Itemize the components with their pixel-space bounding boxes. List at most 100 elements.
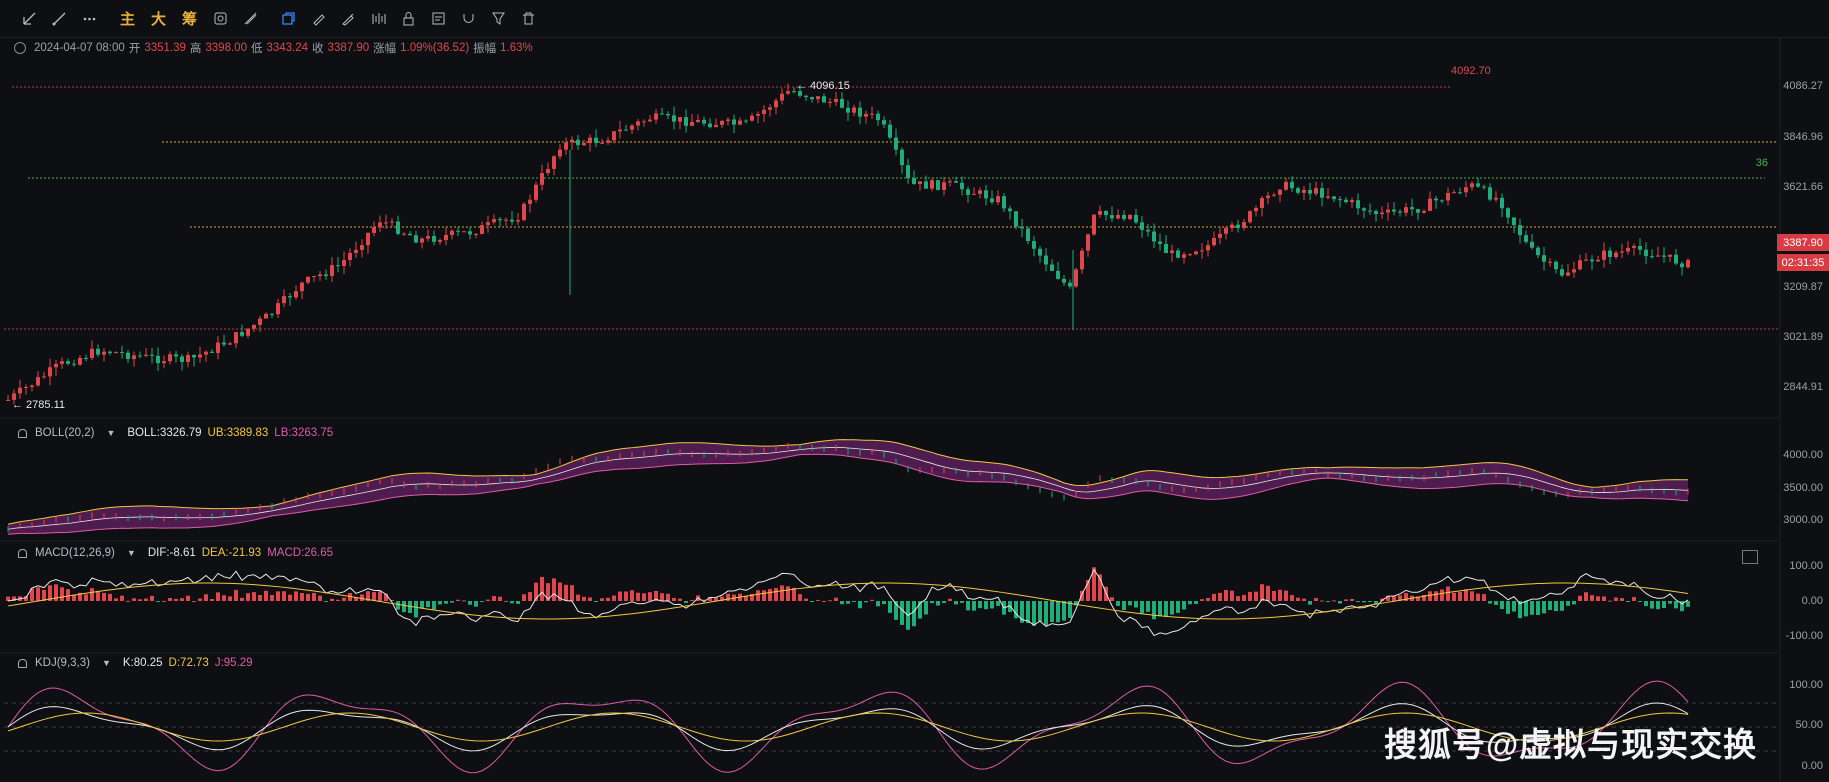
macd-histogram-bar [1392, 596, 1396, 601]
candle-body [60, 361, 64, 364]
ray-tool-icon[interactable] [44, 4, 74, 34]
candle-body [1494, 197, 1498, 200]
copy-icon[interactable] [273, 4, 303, 34]
note-icon[interactable] [423, 4, 453, 34]
macd-histogram-bar [186, 595, 190, 601]
macd-histogram-bar [528, 592, 532, 601]
candle-body [1650, 256, 1654, 258]
lock-icon[interactable] [393, 4, 423, 34]
candle-body [678, 117, 682, 122]
bell-icon[interactable] [18, 658, 27, 668]
measure-icon[interactable] [235, 4, 265, 34]
macd-histogram-bar [420, 601, 424, 609]
candle-body [1182, 254, 1186, 258]
candle-body [246, 328, 250, 336]
chevron-down-icon[interactable]: ▼ [101, 658, 111, 668]
chevron-down-icon[interactable]: ▼ [106, 428, 116, 438]
macd-histogram-bar [822, 600, 826, 602]
candle-body [1170, 250, 1174, 254]
candle-body [480, 225, 484, 234]
zoom-icon[interactable] [205, 4, 235, 34]
main-indicator-button[interactable]: 主 [119, 11, 135, 28]
candle-body [1116, 215, 1120, 219]
macd-axis-label: 100.00 [1789, 560, 1823, 572]
macd-histogram-bar [1470, 591, 1474, 601]
kdj-name[interactable]: KDJ(9,3,3) [35, 657, 90, 669]
macd-histogram-bar [1230, 590, 1234, 601]
macd-histogram-bar [36, 587, 40, 601]
candle-body [1674, 254, 1678, 264]
candle-body [1638, 245, 1642, 250]
candle-body [1188, 254, 1192, 256]
macd-histogram-bar [414, 601, 418, 618]
bell-icon[interactable] [18, 548, 27, 558]
macd-histogram-bar [780, 585, 784, 601]
macd-histogram-bar [1572, 601, 1576, 605]
delete-icon[interactable] [513, 4, 543, 34]
macd-histogram-bar [1440, 589, 1444, 601]
candle-body [936, 180, 940, 190]
candle-body [1446, 193, 1450, 201]
macd-name[interactable]: MACD(12,26,9) [35, 547, 115, 559]
candle-body [564, 142, 568, 150]
macd-histogram-bar [1626, 601, 1630, 602]
macd-histogram-bar [1146, 601, 1150, 612]
large-order-button[interactable]: 大 [150, 11, 166, 28]
candle-body [546, 168, 550, 174]
kdj-axis-label: 50.00 [1795, 719, 1823, 731]
candle-body [1428, 198, 1432, 211]
expand-icon[interactable] [1742, 550, 1758, 564]
macd-histogram-bar [1458, 591, 1462, 601]
candle-body [1032, 241, 1036, 249]
candle-body [1206, 245, 1210, 251]
candle-body [1386, 209, 1390, 213]
pattern-icon[interactable] [363, 4, 393, 34]
macd-histogram-bar [432, 601, 436, 610]
candle-body [912, 178, 916, 184]
magnet-icon[interactable] [453, 4, 483, 34]
more-tools-icon[interactable] [74, 4, 104, 34]
macd-histogram-bar [534, 582, 538, 601]
macd-histogram-bar [978, 601, 982, 609]
trendline-tool-icon[interactable] [14, 4, 44, 34]
brush-icon[interactable] [333, 4, 363, 34]
macd-histogram-bar [318, 595, 322, 601]
macd-histogram-bar [540, 576, 544, 601]
macd-histogram-bar [1038, 601, 1042, 622]
macd-histogram-bar [1134, 601, 1138, 608]
macd-histogram-bar [984, 601, 988, 610]
candle-body [1506, 208, 1510, 218]
macd-histogram-bar [306, 593, 310, 601]
macd-histogram-bar [600, 598, 604, 601]
candle-body [1344, 199, 1348, 203]
candle-body [588, 137, 592, 144]
candle-body [360, 245, 364, 250]
candle-body [540, 173, 544, 185]
macd-histogram-bar [1128, 601, 1132, 606]
macd-histogram-bar [144, 598, 148, 601]
macd-histogram-bar [624, 591, 628, 601]
candle-body [774, 100, 778, 108]
chip-distribution-button[interactable]: 筹 [181, 11, 197, 28]
candle-body [78, 357, 82, 365]
boll-name[interactable]: BOLL(20,2) [35, 427, 95, 439]
macd-histogram-bar [1212, 593, 1216, 601]
filter-icon[interactable] [483, 4, 513, 34]
candle-body [1518, 225, 1522, 236]
bell-icon[interactable] [18, 428, 27, 438]
macd-histogram-bar [1632, 597, 1636, 601]
macd-histogram-bar [942, 601, 946, 604]
macd-histogram-bar [516, 601, 520, 604]
price-axis-label: 3021.89 [1783, 331, 1823, 343]
macd-hist-value: MACD:26.65 [267, 547, 334, 559]
chevron-down-icon[interactable]: ▼ [126, 548, 136, 558]
candle-body [1176, 250, 1180, 258]
macd-histogram-bar [1368, 601, 1372, 602]
kdj-d-value: D:72.73 [168, 657, 209, 669]
candle-body [1554, 261, 1558, 270]
candle-body [1578, 260, 1582, 270]
pen-icon[interactable] [303, 4, 333, 34]
macd-histogram-bar [1308, 601, 1312, 605]
macd-histogram-bar [1650, 601, 1654, 609]
